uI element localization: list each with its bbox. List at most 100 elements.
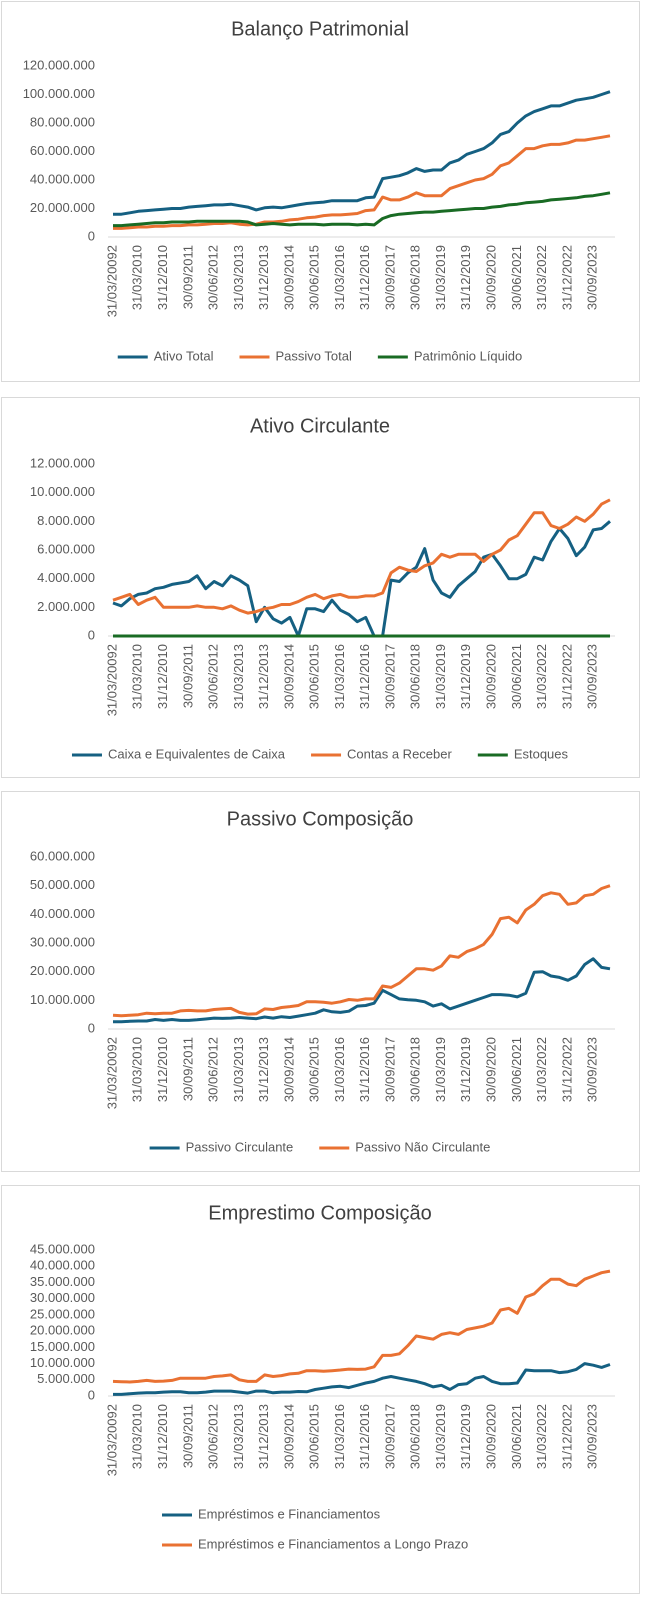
x-tick-label: 30/09/2023 [585, 1404, 600, 1469]
y-tick-label: 20.000.000 [30, 200, 95, 215]
x-tick-label: 31/03/2022 [534, 1037, 549, 1102]
x-tick-label: 30/06/2018 [408, 1404, 423, 1469]
x-tick-label: 31/12/2016 [357, 1404, 372, 1469]
x-tick-label: 31/03/2013 [231, 1037, 246, 1102]
series-line [113, 134, 611, 230]
x-tick-label: 31/03/2010 [130, 245, 145, 310]
y-tick-label: 45.000.000 [30, 1241, 95, 1256]
x-tick-label: 30/09/2017 [382, 644, 397, 709]
x-tick-label: 31/03/2013 [231, 1404, 246, 1469]
x-tick-label: 30/06/2018 [408, 1037, 423, 1102]
y-tick-label: 60.000.000 [30, 848, 95, 863]
x-tick-label: 31/12/2013 [256, 245, 271, 310]
y-tick-label: 20.000.000 [30, 1323, 95, 1338]
y-tick-label: 12.000.000 [30, 455, 95, 470]
y-tick-label: 30.000.000 [30, 934, 95, 949]
x-tick-label: 30/09/2023 [585, 245, 600, 310]
x-tick-label: 30/09/2011 [180, 245, 195, 309]
x-tick-label: 30/06/2018 [408, 245, 423, 310]
y-tick-label: 2.000.000 [37, 599, 95, 614]
chart-title: Ativo Circulante [250, 415, 390, 437]
y-tick-label: 0 [88, 1387, 95, 1402]
y-tick-label: 35.000.000 [30, 1274, 95, 1289]
x-tick-label: 30/09/2020 [484, 644, 499, 709]
series-line [113, 1362, 611, 1396]
x-tick-label: 31/03/20092 [104, 245, 119, 317]
x-tick-label: 30/09/2011 [180, 1404, 195, 1468]
series-line [112, 884, 611, 1018]
x-tick-label: 31/03/2022 [534, 644, 549, 709]
x-tick-label: 30/06/2015 [307, 644, 322, 709]
x-tick-label: 30/09/2023 [585, 1037, 600, 1102]
legend-label: Passivo Circulante [186, 1139, 294, 1154]
series-line [112, 498, 611, 615]
x-tick-label: 31/12/2019 [458, 1404, 473, 1469]
x-tick-label: 31/12/2010 [155, 245, 170, 310]
y-tick-label: 8.000.000 [37, 513, 95, 528]
x-tick-label: 31/03/2019 [433, 1037, 448, 1102]
x-tick-label: 31/03/2010 [130, 644, 145, 709]
x-tick-label: 31/03/2016 [332, 1037, 347, 1102]
x-tick-label: 30/06/2012 [206, 245, 221, 310]
y-tick-label: 100.000.000 [23, 86, 95, 101]
x-tick-label: 31/03/20092 [104, 1037, 119, 1109]
legend-label: Caixa e Equivalentes de Caixa [108, 746, 286, 761]
y-tick-label: 0 [88, 1020, 95, 1035]
chart-title: Emprestimo Composição [208, 1202, 431, 1224]
y-tick-label: 50.000.000 [30, 877, 95, 892]
x-tick-label: 31/03/2019 [433, 644, 448, 709]
x-tick-label: 31/03/2010 [130, 1404, 145, 1469]
chart-frame [1, 791, 640, 1172]
x-tick-label: 31/12/2013 [256, 644, 271, 709]
x-tick-label: 31/12/2010 [155, 644, 170, 709]
x-tick-label: 30/09/2011 [180, 644, 195, 708]
x-tick-label: 30/06/2012 [206, 1037, 221, 1102]
y-tick-label: 10.000.000 [30, 1355, 95, 1370]
legend-label: Empréstimos e Financiamentos a Longo Pra… [198, 1536, 468, 1551]
series-line [112, 520, 611, 638]
y-tick-label: 20.000.000 [30, 963, 95, 978]
chart-frame [1, 1, 640, 382]
chart-title: Balanço Patrimonial [231, 18, 409, 40]
x-tick-label: 30/06/2015 [307, 1404, 322, 1469]
x-tick-label: 30/06/2015 [307, 1037, 322, 1102]
y-tick-label: 40.000.000 [30, 171, 95, 186]
x-tick-label: 30/06/2012 [206, 1404, 221, 1469]
x-tick-label: 30/06/2018 [408, 644, 423, 709]
series-line [113, 957, 611, 1024]
x-tick-label: 31/12/2019 [458, 245, 473, 310]
x-tick-label: 31/12/2022 [559, 644, 574, 709]
y-tick-label: 25.000.000 [30, 1306, 95, 1321]
y-tick-label: 30.000.000 [30, 1290, 95, 1305]
x-tick-label: 30/06/2015 [307, 245, 322, 310]
x-tick-label: 31/12/2013 [256, 1037, 271, 1102]
y-tick-label: 15.000.000 [30, 1339, 95, 1354]
x-tick-label: 30/06/2012 [206, 644, 221, 709]
x-tick-label: 31/12/2013 [256, 1404, 271, 1469]
series-line [113, 191, 611, 228]
x-tick-label: 31/12/2010 [155, 1404, 170, 1469]
x-tick-label: 31/03/2013 [231, 245, 246, 310]
x-tick-label: 31/03/2013 [231, 644, 246, 709]
x-tick-label: 30/09/2011 [180, 1037, 195, 1101]
x-tick-label: 31/03/20092 [104, 644, 119, 716]
x-tick-label: 30/06/2021 [509, 1404, 524, 1469]
y-tick-label: 60.000.000 [30, 143, 95, 158]
x-tick-label: 31/12/2019 [458, 1037, 473, 1102]
x-tick-label: 30/09/2014 [281, 245, 296, 310]
x-tick-label: 30/09/2017 [382, 245, 397, 310]
legend-label: Empréstimos e Financiamentos [198, 1506, 381, 1521]
x-tick-label: 31/12/2022 [559, 245, 574, 310]
x-tick-label: 31/03/20092 [104, 1404, 119, 1476]
x-tick-label: 30/09/2014 [281, 644, 296, 709]
legend-label: Estoques [514, 746, 569, 761]
x-tick-label: 31/03/2016 [332, 245, 347, 310]
x-tick-label: 30/09/2017 [382, 1037, 397, 1102]
y-tick-label: 40.000.000 [30, 906, 95, 921]
legend-label: Contas a Receber [347, 746, 452, 761]
legend-label: Ativo Total [154, 348, 214, 363]
y-tick-label: 10.000.000 [30, 992, 95, 1007]
y-tick-label: 0 [88, 228, 95, 243]
